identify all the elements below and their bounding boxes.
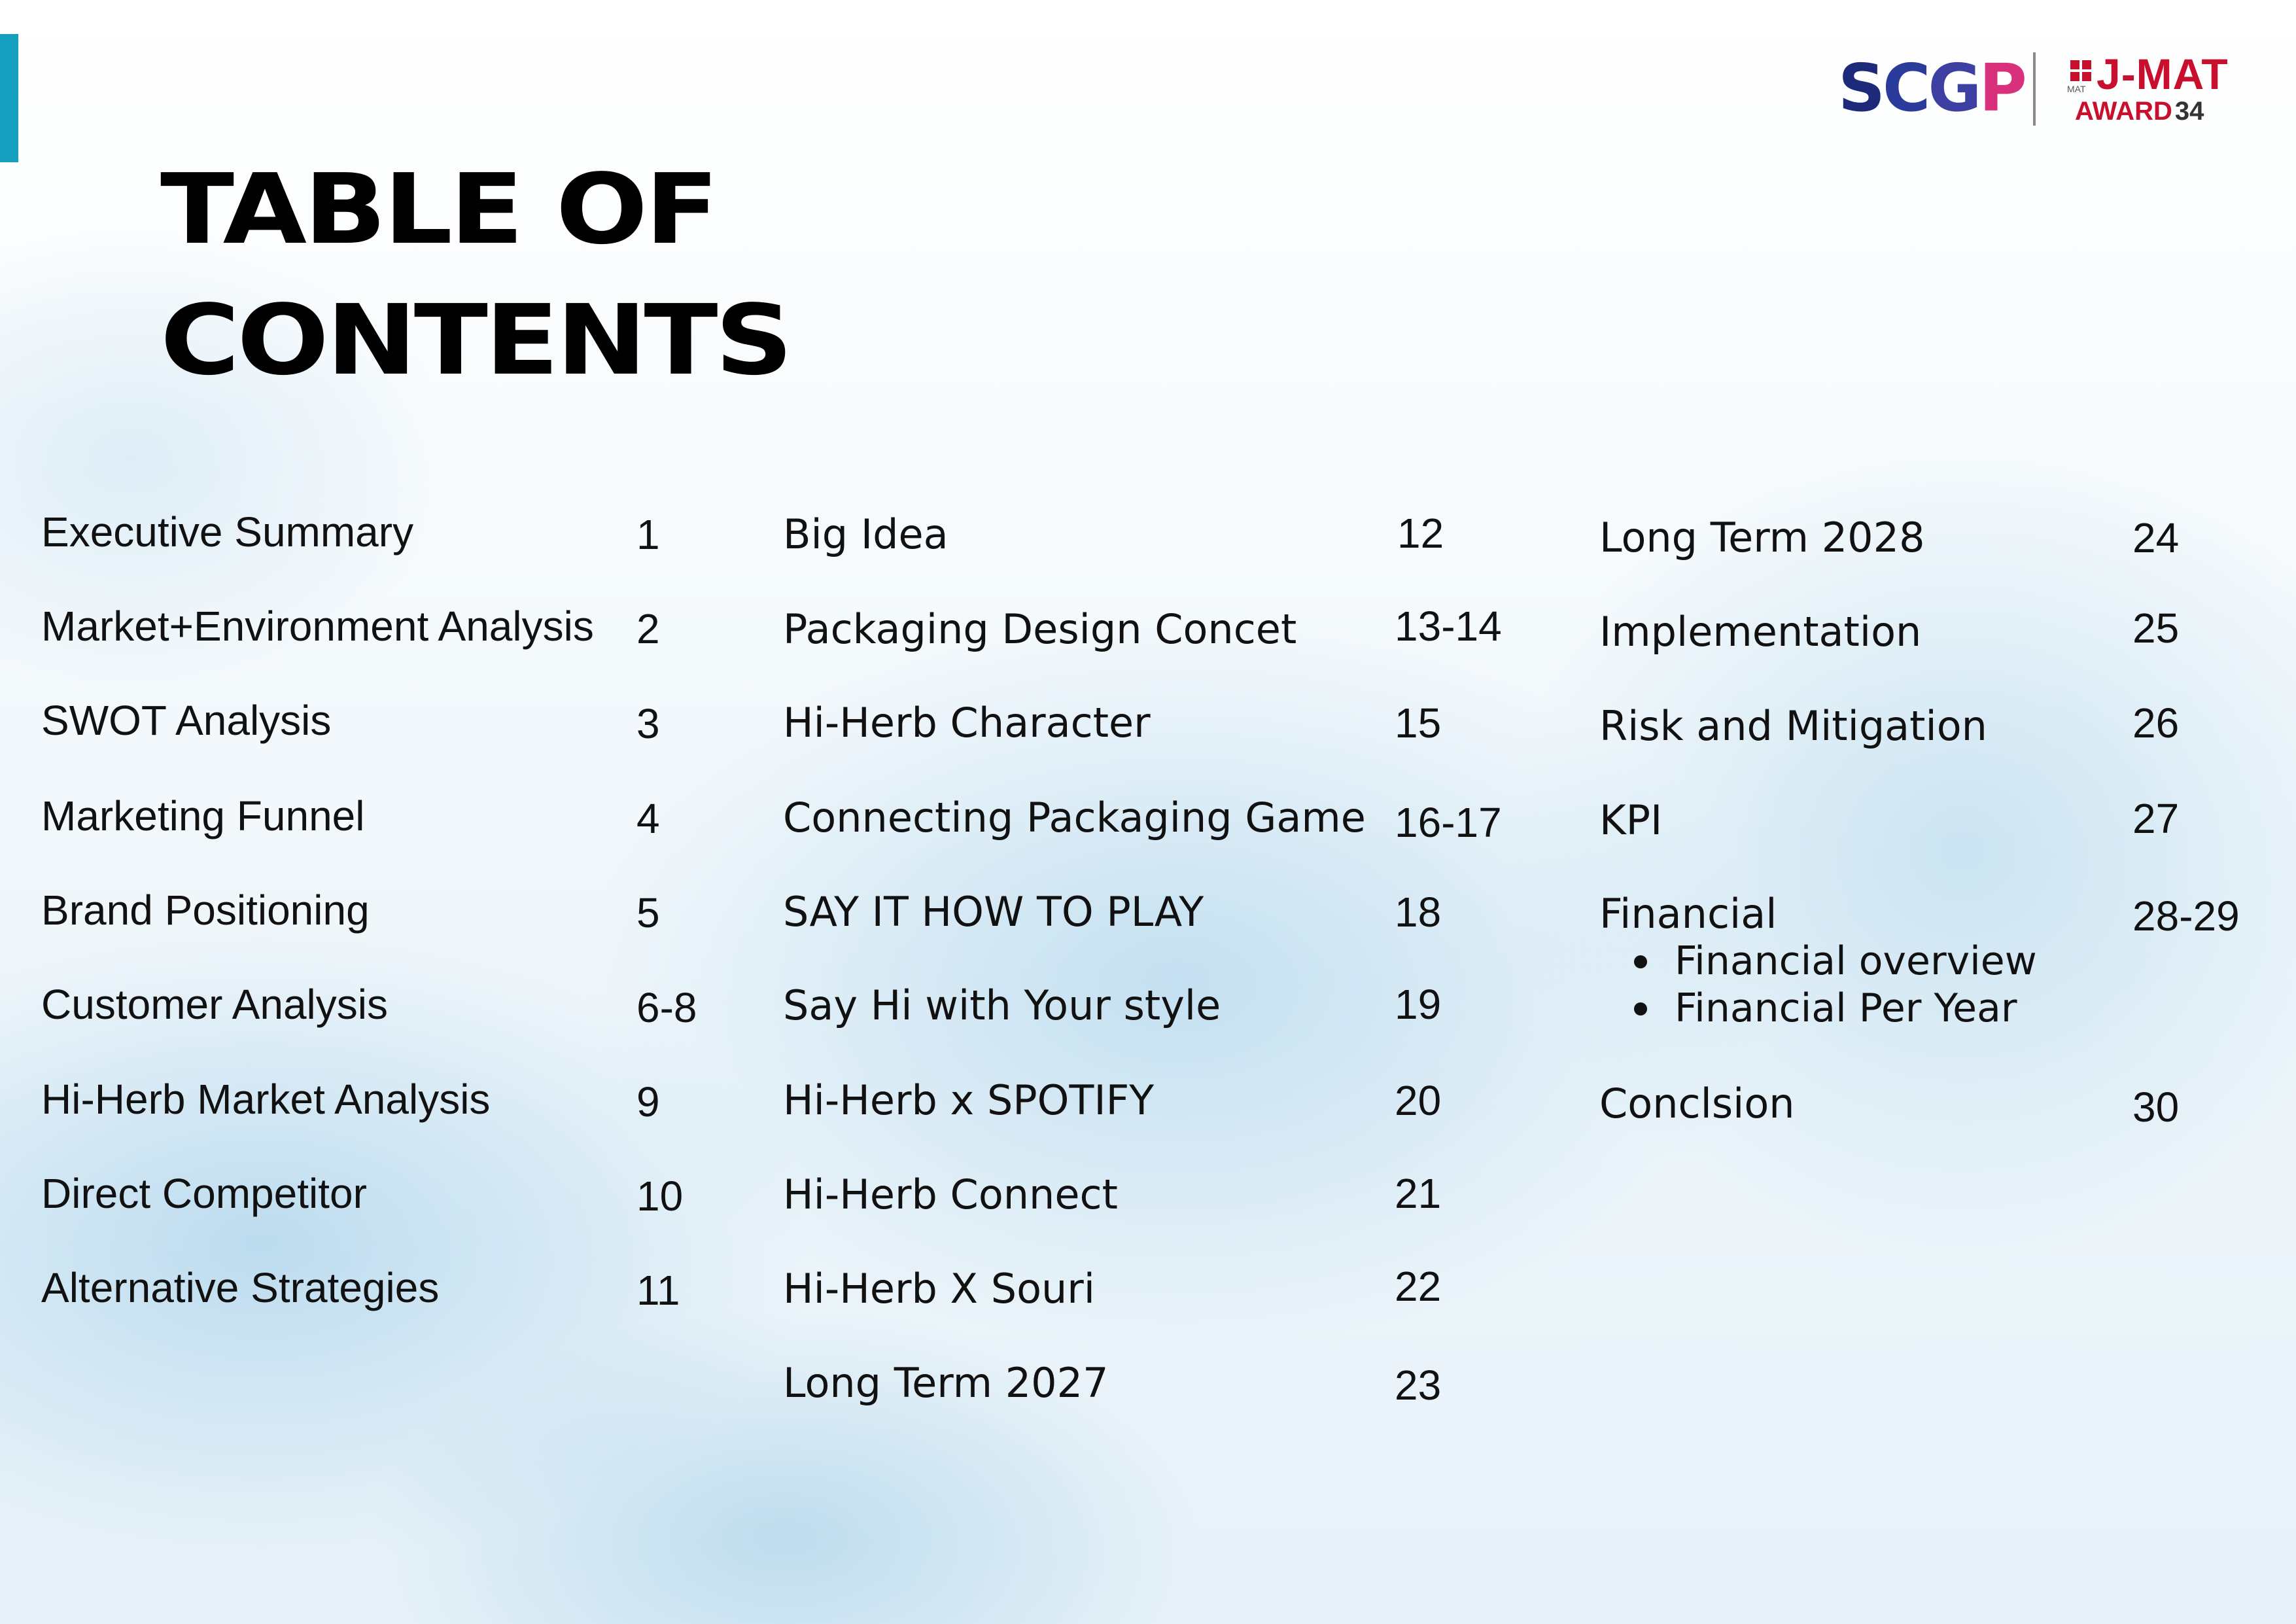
accent-bar xyxy=(0,34,18,162)
toc-item-label[interactable]: Hi-Herb Market Analysis xyxy=(41,1076,491,1123)
toc-item-label[interactable]: Implementation xyxy=(1599,608,1922,656)
jmat-award-text: AWARD 34 xyxy=(2075,97,2204,126)
scgp-logo: SCGP xyxy=(1838,50,2027,126)
bullet-icon xyxy=(1634,1002,1647,1015)
jmat-logo-title: J-MAT xyxy=(2096,50,2229,98)
jmat-award-number: 34 xyxy=(2174,97,2204,126)
toc-page-number: 22 xyxy=(1395,1263,1442,1310)
toc-item-label[interactable]: SWOT Analysis xyxy=(41,697,332,744)
toc-item-label[interactable]: SAY IT HOW TO PLAY xyxy=(783,888,1204,936)
toc-item-label[interactable]: Long Term 2027 xyxy=(783,1359,1109,1407)
toc-page-number: 28-29 xyxy=(2132,892,2240,940)
toc-page-number: 26 xyxy=(2132,699,2180,747)
logo-group: SCGP MAT J-MAT AWARD 34 xyxy=(1838,46,2257,131)
toc-subitem-label[interactable]: Financial Per Year xyxy=(1675,985,2017,1031)
toc-item-label[interactable]: Risk and Mitigation xyxy=(1599,702,1987,750)
toc-item-label[interactable]: Connecting Packaging Game xyxy=(783,794,1366,841)
scgp-logo-letter: C xyxy=(1883,50,1930,126)
jmat-mark-icon xyxy=(2070,60,2091,81)
logo-divider xyxy=(2033,52,2036,126)
toc-item-label[interactable]: Market+Environment Analysis xyxy=(41,603,594,650)
toc-page-number: 20 xyxy=(1395,1077,1442,1124)
toc-page-number: 16-17 xyxy=(1395,799,1502,846)
toc-page-number: 2 xyxy=(636,605,660,652)
toc-page-number: 18 xyxy=(1395,889,1442,936)
toc-page-number: 24 xyxy=(2132,514,2180,561)
toc-page-number: 13-14 xyxy=(1395,603,1502,650)
jmat-small-text: MAT xyxy=(2067,84,2086,94)
toc-item-label[interactable]: Conclsion xyxy=(1599,1080,1795,1127)
toc-item-label[interactable]: Marketing Funnel xyxy=(41,792,365,839)
toc-item-label[interactable]: Say Hi with Your style xyxy=(783,981,1221,1029)
toc-page-number: 21 xyxy=(1395,1170,1442,1217)
toc-page-number: 19 xyxy=(1395,981,1442,1028)
toc-item-label[interactable]: Long Term 2028 xyxy=(1599,514,1925,561)
toc-page-number: 5 xyxy=(636,889,660,936)
toc-item-label[interactable]: Direct Competitor xyxy=(41,1170,367,1217)
toc-page-number: 3 xyxy=(636,700,660,747)
toc-page-number: 4 xyxy=(636,795,660,842)
toc-page-number: 30 xyxy=(2132,1084,2180,1131)
toc-page-number: 9 xyxy=(636,1078,660,1125)
toc-item-label[interactable]: Financial xyxy=(1599,890,1777,938)
toc-page-number: 23 xyxy=(1395,1362,1442,1409)
toc-page-number: 1 xyxy=(636,511,660,558)
title-line-2: CONTENTS xyxy=(160,284,793,397)
toc-item-label[interactable]: Big Idea xyxy=(783,510,948,558)
scgp-logo-letter: S xyxy=(1838,50,1885,126)
toc-page-number: 25 xyxy=(2132,605,2180,652)
toc-page-number: 27 xyxy=(2132,795,2180,842)
toc-item-label[interactable]: Hi-Herb X Souri xyxy=(783,1265,1096,1313)
toc-item-label[interactable]: Hi-Herb Connect xyxy=(783,1171,1118,1218)
scgp-logo-letter: G xyxy=(1928,50,1981,126)
toc-item-label[interactable]: Brand Positioning xyxy=(41,887,370,934)
toc-item-label[interactable]: Alternative Strategies xyxy=(41,1264,440,1311)
page-title: TABLE OF CONTENTS xyxy=(160,144,793,406)
toc-item-label[interactable]: Executive Summary xyxy=(41,508,414,556)
toc-item-label[interactable]: Hi-Herb x SPOTIFY xyxy=(783,1076,1155,1124)
toc-page-number: 6-8 xyxy=(636,984,697,1031)
bullet-icon xyxy=(1634,955,1647,968)
toc-page-number: 12 xyxy=(1397,510,1444,557)
toc-item-label[interactable]: KPI xyxy=(1599,796,1663,844)
title-line-1: TABLE OF xyxy=(160,153,719,266)
toc-subitem-label[interactable]: Financial overview xyxy=(1675,938,2037,984)
scgp-logo-letter: P xyxy=(1979,50,2027,126)
toc-page-number: 15 xyxy=(1395,699,1442,747)
toc-item-label[interactable]: Hi-Herb Character xyxy=(783,699,1151,747)
toc-page-number: 10 xyxy=(636,1173,684,1220)
toc-item-label[interactable]: Customer Analysis xyxy=(41,981,388,1028)
toc-page-number: 11 xyxy=(636,1267,680,1314)
toc-item-label[interactable]: Packaging Design Concet xyxy=(783,605,1297,653)
jmat-award-label: AWARD xyxy=(2075,97,2172,126)
